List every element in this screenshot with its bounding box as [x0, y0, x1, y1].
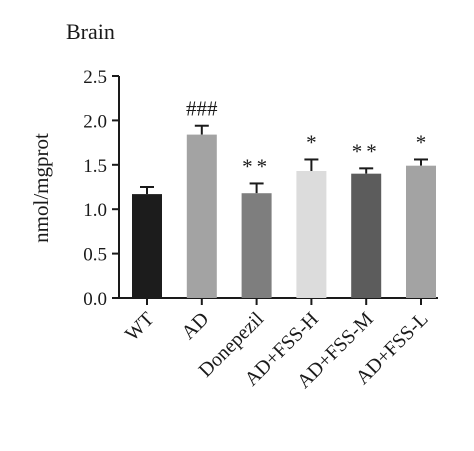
bar-ad	[186, 134, 217, 298]
chart-title: Brain	[66, 19, 115, 44]
bar-donepezil	[241, 193, 272, 298]
y-tick-label: 0.0	[83, 289, 107, 310]
y-tick-label: 1.0	[83, 200, 107, 221]
y-tick-label: 2.5	[83, 67, 107, 88]
significance-label: **	[352, 139, 381, 163]
significance-label: *	[416, 130, 427, 154]
y-tick-label: 0.5	[83, 245, 107, 266]
significance-label: ###	[186, 97, 218, 121]
bar-wt	[132, 194, 162, 298]
x-category-label: WT	[121, 308, 159, 346]
x-category-label: AD	[177, 308, 213, 344]
bar-ad-fss-m	[351, 173, 382, 298]
significance-label: *	[306, 130, 317, 154]
y-axis-label: nmol/mgprot	[29, 133, 53, 243]
y-tick-label: 1.5	[83, 156, 107, 177]
bar-ad-fss-l	[406, 165, 436, 298]
bar-ad-fss-h	[296, 171, 327, 298]
significance-label: **	[242, 154, 271, 178]
plot-area: 0.00.51.01.52.02.5WT AD###Donepezil**AD+F…	[83, 67, 438, 393]
y-tick-label: 2.0	[83, 111, 107, 132]
